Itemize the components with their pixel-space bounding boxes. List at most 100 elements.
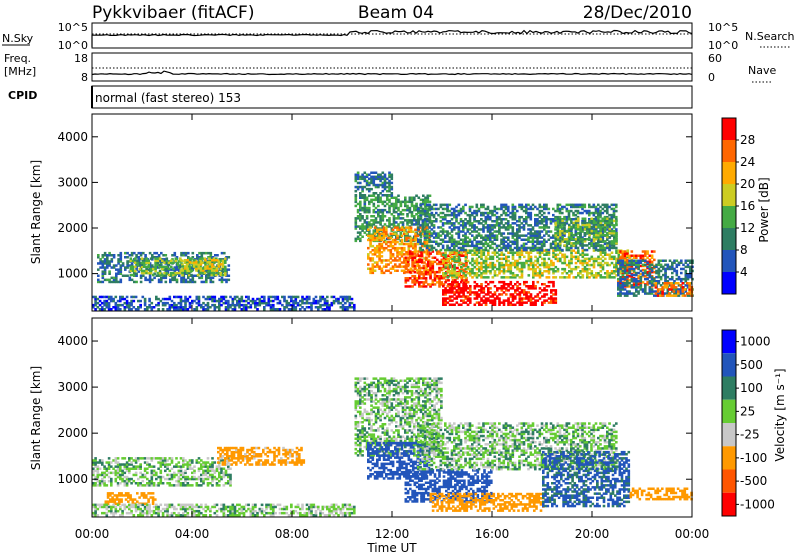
heatmap-cell bbox=[644, 284, 647, 287]
heatmap-cell bbox=[610, 276, 614, 279]
heatmap-cell bbox=[547, 263, 551, 267]
heatmap-cell bbox=[489, 291, 492, 294]
heatmap-cell bbox=[418, 257, 422, 260]
heatmap-cell bbox=[396, 255, 399, 258]
heatmap-cell bbox=[621, 254, 625, 257]
heatmap-cell bbox=[459, 224, 463, 227]
heatmap-cell bbox=[444, 280, 447, 284]
heatmap-cell bbox=[328, 303, 331, 307]
heatmap-cell bbox=[473, 224, 476, 227]
heatmap-cell bbox=[586, 227, 589, 231]
heatmap-cell bbox=[639, 264, 643, 268]
heatmap-cell bbox=[529, 285, 533, 288]
heatmap-cell bbox=[429, 275, 432, 278]
heatmap-cell bbox=[473, 236, 476, 239]
heatmap-cell bbox=[513, 222, 517, 225]
heatmap-cell bbox=[413, 252, 417, 255]
heatmap-cell bbox=[604, 253, 607, 256]
heatmap-cell bbox=[586, 257, 589, 261]
heatmap-cell bbox=[410, 215, 414, 218]
heatmap-cell bbox=[522, 220, 526, 223]
heatmap-cell bbox=[370, 187, 373, 191]
heatmap-cell bbox=[181, 271, 184, 275]
heatmap-cell bbox=[373, 269, 377, 272]
heatmap-cell bbox=[579, 261, 582, 265]
heatmap-cell bbox=[94, 303, 97, 307]
heatmap-cell bbox=[457, 303, 461, 306]
heatmap-cell bbox=[612, 224, 616, 227]
heatmap-cell bbox=[231, 301, 235, 305]
heatmap-cell bbox=[502, 270, 506, 273]
heatmap-cell bbox=[468, 205, 472, 209]
heatmap-cell bbox=[425, 263, 429, 266]
heatmap-cell bbox=[594, 224, 598, 227]
heatmap-cell bbox=[188, 257, 191, 260]
heatmap-cell bbox=[489, 261, 492, 265]
heatmap-cell bbox=[610, 246, 614, 250]
heatmap-cell bbox=[341, 308, 345, 311]
heatmap-cell bbox=[354, 204, 358, 208]
heatmap-cell bbox=[641, 250, 645, 253]
heatmap-cell bbox=[422, 264, 426, 268]
heatmap-cell bbox=[632, 292, 636, 295]
heatmap-cell bbox=[427, 262, 430, 266]
heatmap-cell bbox=[179, 271, 182, 275]
heatmap-cell bbox=[188, 273, 191, 277]
heatmap-cell bbox=[563, 259, 567, 263]
heatmap-cell bbox=[590, 219, 594, 223]
heatmap-cell bbox=[381, 219, 385, 222]
heatmap-cell bbox=[180, 278, 183, 282]
heatmap-cell bbox=[538, 211, 542, 215]
heatmap-cell bbox=[399, 204, 403, 208]
heatmap-cell bbox=[552, 270, 555, 273]
heatmap-cell bbox=[603, 230, 607, 233]
heatmap-cell bbox=[418, 266, 421, 270]
heatmap-cell bbox=[626, 268, 629, 272]
heatmap-cell bbox=[567, 203, 571, 207]
heatmap-cell bbox=[623, 261, 627, 264]
heatmap-cell bbox=[419, 211, 422, 215]
heatmap-cell bbox=[489, 232, 492, 235]
heatmap-cell bbox=[534, 274, 537, 277]
heatmap-cell bbox=[619, 272, 623, 275]
heatmap-cell bbox=[536, 220, 539, 223]
heatmap-cell bbox=[184, 280, 188, 284]
heatmap-cell bbox=[601, 244, 605, 248]
heatmap-cell bbox=[396, 265, 399, 268]
heatmap-cell bbox=[554, 270, 558, 273]
heatmap-cell bbox=[202, 301, 205, 305]
heatmap-cell bbox=[531, 248, 535, 252]
heatmap-cell bbox=[538, 263, 542, 267]
heatmap-cell bbox=[440, 275, 444, 278]
heatmap-cell bbox=[495, 224, 499, 227]
heatmap-cell bbox=[487, 299, 490, 302]
heatmap-cell bbox=[597, 223, 600, 227]
heatmap-cell bbox=[431, 256, 435, 259]
heatmap-cell bbox=[430, 234, 434, 237]
heatmap-cell bbox=[415, 268, 419, 272]
heatmap-cell bbox=[185, 271, 189, 275]
heatmap-cell bbox=[511, 236, 515, 239]
heatmap-cell bbox=[594, 215, 598, 219]
heatmap-cell bbox=[561, 207, 564, 211]
heatmap-cell bbox=[632, 283, 636, 286]
heatmap-cell bbox=[592, 232, 596, 235]
heatmap-cell bbox=[468, 209, 472, 213]
heatmap-cell bbox=[522, 205, 526, 209]
heatmap-cell bbox=[421, 224, 425, 227]
heatmap-cell bbox=[204, 263, 207, 266]
heatmap-cell bbox=[220, 276, 224, 280]
heatmap-cell bbox=[175, 266, 179, 269]
heatmap-cell bbox=[493, 207, 497, 211]
heatmap-cell bbox=[407, 242, 411, 246]
heatmap-cell bbox=[173, 308, 176, 311]
heatmap-cell bbox=[126, 262, 129, 265]
heatmap-cell bbox=[574, 219, 578, 223]
heatmap-cell bbox=[396, 228, 399, 231]
heatmap-cell bbox=[475, 267, 479, 271]
heatmap-cell bbox=[195, 308, 199, 311]
heatmap-cell bbox=[399, 210, 403, 214]
heatmap-cell bbox=[615, 205, 618, 209]
heatmap-cell bbox=[179, 265, 182, 269]
heatmap-cell bbox=[514, 261, 517, 265]
